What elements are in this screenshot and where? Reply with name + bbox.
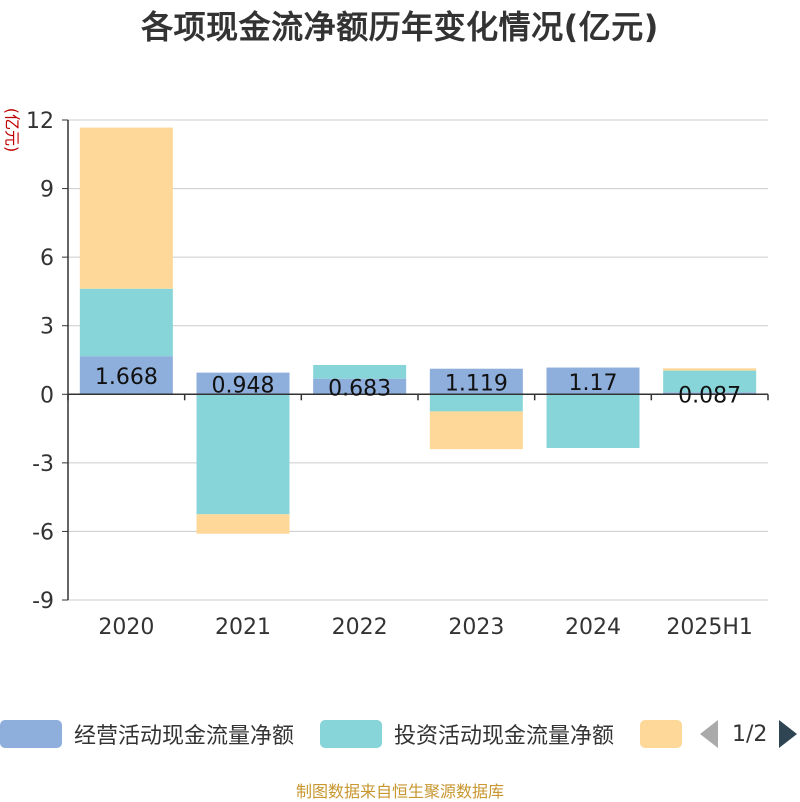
bar-segment-operating — [546, 367, 640, 395]
legend-label-operating: 经营活动现金流量净额 — [74, 724, 295, 749]
y-tick-label: -6 — [32, 520, 54, 545]
y-tick-label: 9 — [40, 178, 54, 203]
bar-segment-operating — [196, 372, 290, 395]
bar-segment-operating — [429, 368, 523, 395]
bar-segment-financing — [79, 127, 173, 289]
legend-next-page-icon[interactable] — [779, 720, 798, 748]
stacked-bar-chart: 12 9 6 3 0 -3 -6 -9 2020 2021 2022 2023 2024 2025H1 1… — [26, 109, 769, 640]
x-tick-label: 2024 — [565, 615, 621, 640]
grid-lines — [68, 119, 768, 601]
x-tick-label: 2025H1 — [666, 615, 753, 640]
data-label: 1.119 — [445, 371, 508, 396]
legend: 经营活动现金流量净额 投资活动现金流量净额 1/2 — [0, 716, 800, 752]
legend-item-operating[interactable]: 经营活动现金流量净额 — [0, 716, 294, 752]
x-tick-label: 2022 — [332, 615, 388, 640]
legend-item-financing[interactable] — [640, 716, 694, 752]
y-tick-label: 6 — [40, 246, 54, 271]
bar-segment-investing — [313, 364, 407, 379]
x-tick-label: 2020 — [98, 615, 154, 640]
legend-item-investing[interactable]: 投资活动现金流量净额 — [320, 716, 614, 752]
data-label: 0.683 — [328, 376, 391, 401]
y-tick-label: 3 — [40, 315, 54, 340]
bar-segment-investing — [546, 394, 640, 448]
y-tick-label: 12 — [26, 109, 54, 134]
y-tick-label: -9 — [32, 589, 54, 614]
y-tick-label: 0 — [40, 383, 54, 408]
legend-swatch-investing — [320, 720, 382, 748]
axes: 12 9 6 3 0 -3 -6 -9 2020 2021 2022 2023 2024 2025H1 — [26, 109, 769, 640]
legend-prev-page-icon[interactable] — [700, 720, 718, 748]
bar-segment-financing — [196, 514, 290, 534]
legend-pager: 1/2 — [700, 716, 798, 752]
legend-page-indicator: 1/2 — [732, 721, 768, 747]
x-tick-label: 2023 — [448, 615, 504, 640]
data-label: 1.668 — [95, 365, 158, 390]
x-tick-label: 2021 — [215, 615, 271, 640]
bar-segment-investing — [79, 288, 173, 357]
bar-segment-investing — [429, 394, 523, 412]
bar-segment-investing — [196, 394, 290, 515]
bars — [79, 127, 757, 534]
bar-segment-operating — [663, 392, 757, 395]
bar-segment-financing — [663, 368, 757, 371]
bar-segment-operating — [79, 356, 173, 395]
chart-title: 各项现金流净额历年变化情况(亿元) — [141, 8, 659, 46]
bar-segment-investing — [663, 370, 757, 393]
legend-swatch-financing — [640, 720, 682, 748]
bar-segment-financing — [429, 411, 523, 450]
legend-swatch-operating — [0, 720, 62, 748]
data-label: 0.087 — [678, 383, 741, 408]
data-label: 1.17 — [569, 371, 618, 396]
data-labels: 1.668 0.948 0.683 1.119 1.17 0.087 — [95, 365, 741, 408]
y-tick-label: -3 — [32, 452, 54, 477]
bar-segment-operating — [313, 378, 407, 395]
legend-label-investing: 投资活动现金流量净额 — [394, 724, 615, 749]
data-source-note: 制图数据来自恒生聚源数据库 — [295, 782, 504, 801]
data-label: 0.948 — [212, 373, 275, 398]
